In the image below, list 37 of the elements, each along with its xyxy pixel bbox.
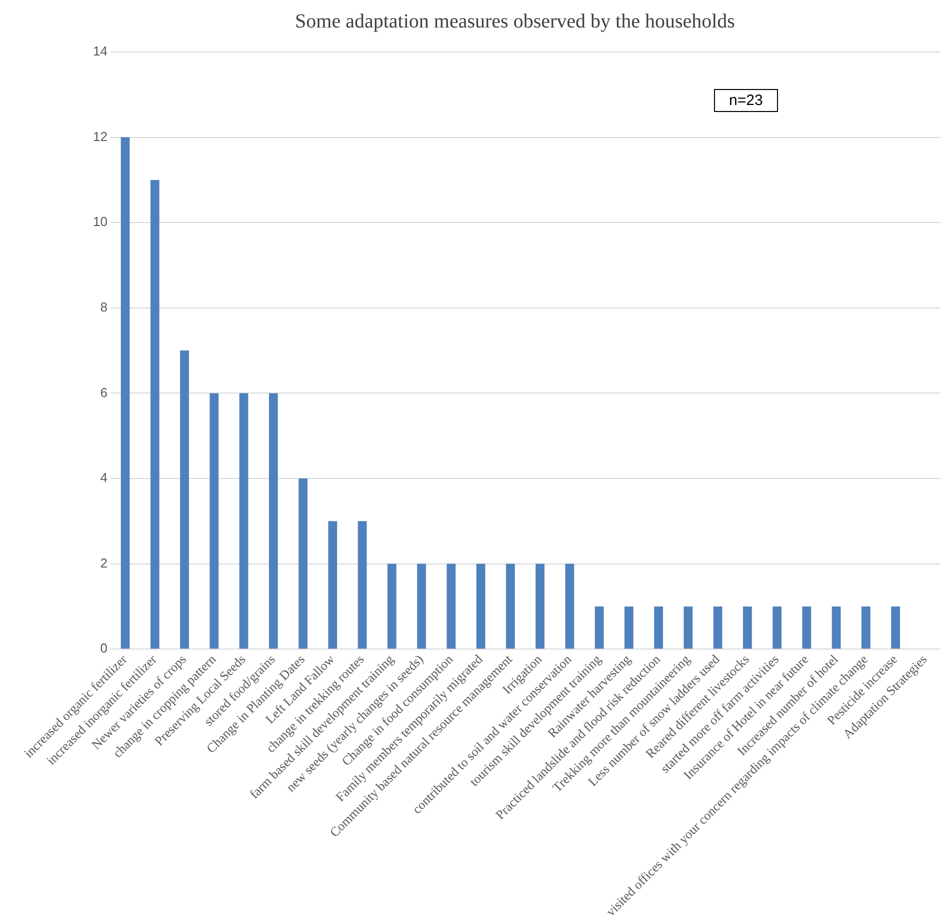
- y-tick-label: 8: [100, 299, 108, 314]
- bar: [802, 606, 812, 649]
- bar: [594, 606, 604, 649]
- bar: [210, 393, 219, 649]
- bar: [506, 564, 515, 649]
- bar: [268, 393, 278, 649]
- bar: [417, 564, 426, 649]
- bar: [713, 606, 722, 649]
- y-tick-label: 2: [100, 555, 108, 570]
- bar: [298, 478, 308, 649]
- bar: [536, 564, 544, 649]
- bar: [891, 606, 900, 649]
- bar: [476, 564, 486, 649]
- chart-title: Some adaptation measures observed by the households: [295, 10, 736, 32]
- bar: [684, 606, 693, 649]
- bar: [150, 180, 160, 649]
- bar: [624, 606, 634, 649]
- annotation: n=23: [714, 89, 778, 112]
- y-tick-label: 14: [92, 44, 108, 59]
- y-tick-label: 0: [100, 640, 108, 656]
- y-tick-label: 12: [92, 128, 108, 144]
- y-tick-label: 4: [100, 470, 108, 486]
- bar: [387, 564, 396, 649]
- bar: [861, 606, 870, 649]
- bar: [239, 393, 248, 649]
- y-tick-label: 10: [92, 214, 108, 230]
- y-tick-label: 6: [100, 384, 108, 400]
- bar: [654, 606, 663, 649]
- bar: [832, 606, 841, 649]
- bar: [772, 606, 782, 649]
- bar: [446, 564, 456, 649]
- bar: [328, 521, 338, 649]
- bar: [120, 137, 130, 649]
- bar: [742, 606, 752, 649]
- bar: [358, 521, 367, 649]
- bar: [180, 350, 189, 649]
- bar: [565, 564, 574, 649]
